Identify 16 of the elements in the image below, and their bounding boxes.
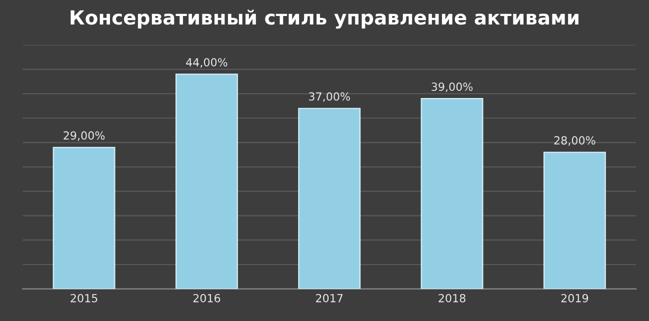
x-tick-label: 2016 — [193, 294, 220, 302]
data-label: 37,00% — [309, 92, 350, 102]
data-label: 28,00% — [554, 136, 596, 146]
bar — [543, 152, 606, 289]
x-tick-label: 2019 — [561, 294, 588, 302]
bar — [420, 98, 484, 289]
x-tick-label: 2015 — [70, 294, 98, 302]
data-label: 44,00% — [186, 58, 228, 68]
x-tick-label: 2018 — [438, 294, 466, 302]
chart-title: Консервативный стиль управление активами — [70, 10, 578, 29]
data-label: 39,00% — [432, 82, 473, 92]
data-label: 29,00% — [64, 131, 105, 141]
bar — [298, 108, 361, 289]
x-tick-label: 2017 — [316, 294, 343, 302]
bar — [52, 146, 116, 289]
bar — [175, 74, 238, 289]
